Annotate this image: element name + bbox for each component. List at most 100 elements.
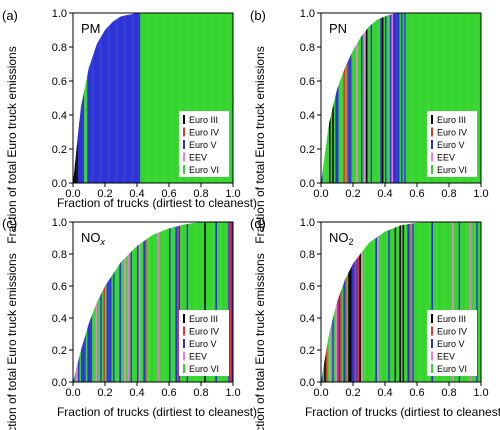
truck-bar bbox=[98, 13, 101, 183]
truck-bar bbox=[92, 13, 94, 183]
truck-bar bbox=[226, 13, 229, 183]
truck-bar bbox=[381, 222, 384, 382]
truck-bar bbox=[95, 13, 98, 183]
truck-bar bbox=[105, 13, 107, 183]
truck-bar bbox=[113, 13, 115, 183]
truck-bar bbox=[450, 13, 453, 183]
truck-bar bbox=[345, 13, 347, 183]
truck-bar bbox=[436, 13, 438, 183]
truck-bar bbox=[90, 222, 93, 382]
legend-label: Euro III bbox=[189, 115, 218, 125]
truck-bar bbox=[418, 222, 421, 382]
x-tick-label: 0.6 bbox=[409, 387, 424, 399]
legend-box bbox=[427, 111, 477, 177]
x-tick-label: 0.8 bbox=[441, 188, 456, 200]
legend: Euro III Euro IV Euro V EEV Euro VI bbox=[179, 111, 229, 177]
truck-bar bbox=[194, 13, 197, 183]
x-tick-label: 0.4 bbox=[129, 188, 144, 200]
legend-label: Euro VI bbox=[189, 165, 219, 175]
truck-bar bbox=[346, 222, 349, 382]
truck-bar bbox=[122, 222, 125, 382]
truck-bar bbox=[81, 222, 83, 382]
truck-bar bbox=[425, 13, 427, 183]
truck-bar bbox=[437, 222, 440, 382]
truck-bar bbox=[196, 222, 198, 382]
panel-d: (d) Fraction of total Euro truck emissio… bbox=[250, 216, 500, 430]
plot-frame bbox=[320, 12, 482, 184]
truck-bar bbox=[469, 222, 472, 382]
truck-bar bbox=[193, 222, 195, 382]
truck-bar bbox=[103, 13, 106, 183]
y-tick-label: 1.0 bbox=[300, 217, 315, 229]
truck-bar bbox=[437, 13, 440, 183]
truck-bar bbox=[369, 13, 371, 183]
truck-bar bbox=[169, 222, 171, 382]
truck-bar bbox=[396, 13, 398, 183]
truck-bar bbox=[197, 13, 200, 183]
legend-label: Euro III bbox=[189, 314, 218, 324]
x-tick-label: 0.2 bbox=[345, 188, 360, 200]
truck-bar bbox=[229, 222, 232, 382]
truck-bar bbox=[356, 13, 358, 183]
truck-bar bbox=[410, 222, 413, 382]
truck-bar bbox=[204, 222, 206, 382]
truck-bar bbox=[460, 13, 462, 183]
truck-bar bbox=[383, 13, 386, 183]
y-tick-label: 1.0 bbox=[52, 8, 67, 20]
truck-bar bbox=[373, 13, 376, 183]
truck-bar bbox=[433, 13, 435, 183]
truck-bar bbox=[109, 13, 112, 183]
truck-bar bbox=[130, 13, 133, 183]
truck-bar bbox=[327, 13, 330, 183]
truck-bar bbox=[466, 13, 469, 183]
truck-bar bbox=[122, 13, 125, 183]
truck-bar bbox=[199, 13, 202, 183]
truck-bar bbox=[135, 222, 138, 382]
y-tick-label: 0.2 bbox=[52, 144, 67, 156]
truck-bar bbox=[169, 13, 171, 183]
truck-bar bbox=[425, 222, 427, 382]
y-tick-label: 0.6 bbox=[52, 76, 67, 88]
truck-bar bbox=[103, 222, 106, 382]
truck-bar bbox=[157, 13, 160, 183]
panel-b: (b) Fraction of total Euro truck emissio… bbox=[250, 8, 489, 244]
truck-bar bbox=[367, 222, 370, 382]
truck-bar bbox=[202, 13, 205, 183]
truck-bar bbox=[161, 222, 163, 382]
truck-bar bbox=[332, 13, 334, 183]
y-tick-label: 1.0 bbox=[52, 217, 67, 229]
truck-bar bbox=[77, 222, 80, 382]
truck-bar bbox=[114, 222, 117, 382]
truck-bar bbox=[127, 13, 130, 183]
truck-bar bbox=[74, 13, 77, 183]
truck-bar bbox=[205, 222, 208, 382]
bars-group bbox=[73, 222, 233, 382]
truck-bar bbox=[95, 222, 98, 382]
truck-bar bbox=[143, 222, 146, 382]
truck-bar bbox=[97, 222, 99, 382]
truck-bar bbox=[399, 13, 402, 183]
truck-bar bbox=[76, 222, 78, 382]
truck-bar bbox=[447, 222, 450, 382]
truck-bar bbox=[373, 222, 376, 382]
x-tick-label: 0.0 bbox=[65, 387, 80, 399]
truck-bar bbox=[474, 222, 477, 382]
truck-bar bbox=[423, 222, 426, 382]
truck-bar bbox=[330, 222, 333, 382]
truck-bar bbox=[338, 222, 341, 382]
truck-bar bbox=[173, 222, 176, 382]
panel-letter: (d) bbox=[250, 216, 266, 231]
truck-bar bbox=[349, 222, 352, 382]
truck-bar bbox=[477, 13, 480, 183]
truck-bar bbox=[194, 222, 197, 382]
legend-label: Euro III bbox=[437, 115, 466, 125]
truck-bar bbox=[149, 222, 152, 382]
truck-bar bbox=[218, 13, 221, 183]
legend-label: EEV bbox=[437, 153, 455, 163]
truck-bar bbox=[351, 222, 354, 382]
truck-bar bbox=[357, 222, 360, 382]
truck-bar bbox=[125, 13, 128, 183]
truck-bar bbox=[353, 13, 355, 183]
truck-bar bbox=[463, 13, 466, 183]
truck-bar bbox=[405, 13, 408, 183]
